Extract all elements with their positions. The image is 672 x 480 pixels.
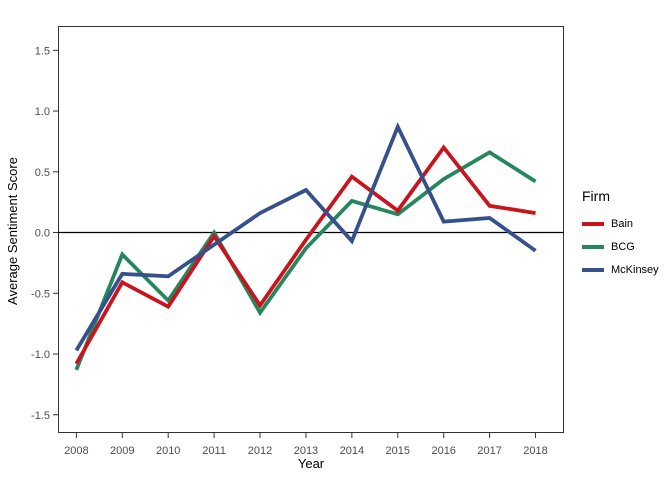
legend-item-bcg: BCG <box>582 235 670 258</box>
legend-label-bain: Bain <box>611 217 634 230</box>
legend: Firm Bain BCG McKinsey <box>582 188 670 281</box>
x-tick-label: 2018 <box>523 445 547 457</box>
x-tick-label: 2017 <box>477 445 501 457</box>
x-tick-label: 2016 <box>431 445 455 457</box>
y-tick-label: 0.0 <box>35 228 50 240</box>
panel-border <box>58 26 564 433</box>
legend-label-mckinsey: McKinsey <box>611 263 659 276</box>
x-tick-label: 2014 <box>340 445 364 457</box>
mckinsey-line-swatch <box>582 267 604 272</box>
y-tick-label: -0.5 <box>31 288 50 300</box>
x-axis-title: Year <box>297 456 325 471</box>
x-tick-label: 2012 <box>248 445 272 457</box>
legend-item-mckinsey: McKinsey <box>582 258 670 281</box>
x-tick-label: 2013 <box>294 445 318 457</box>
legend-item-bain: Bain <box>582 212 670 235</box>
x-tick-label: 2009 <box>110 445 134 457</box>
bcg-series-line <box>74 150 537 371</box>
x-tick-label: 2010 <box>156 445 180 457</box>
legend-label-bcg: BCG <box>611 240 635 253</box>
bcg-line-swatch <box>582 244 604 249</box>
x-tick-label: 2011 <box>202 445 226 457</box>
mckinsey-series-line <box>74 122 537 352</box>
bain-series-line <box>74 144 536 365</box>
bain-line-swatch <box>582 221 604 226</box>
y-tick-label: 0.5 <box>35 167 50 179</box>
x-tick-label: 2015 <box>386 445 410 457</box>
y-tick-label: 1.0 <box>35 106 50 118</box>
legend-title: Firm <box>582 188 610 204</box>
x-tick-label: 2008 <box>64 445 88 457</box>
y-tick-label: -1.0 <box>31 349 50 361</box>
y-tick-label: 1.5 <box>35 45 50 57</box>
y-tick-label: -1.5 <box>31 410 50 422</box>
